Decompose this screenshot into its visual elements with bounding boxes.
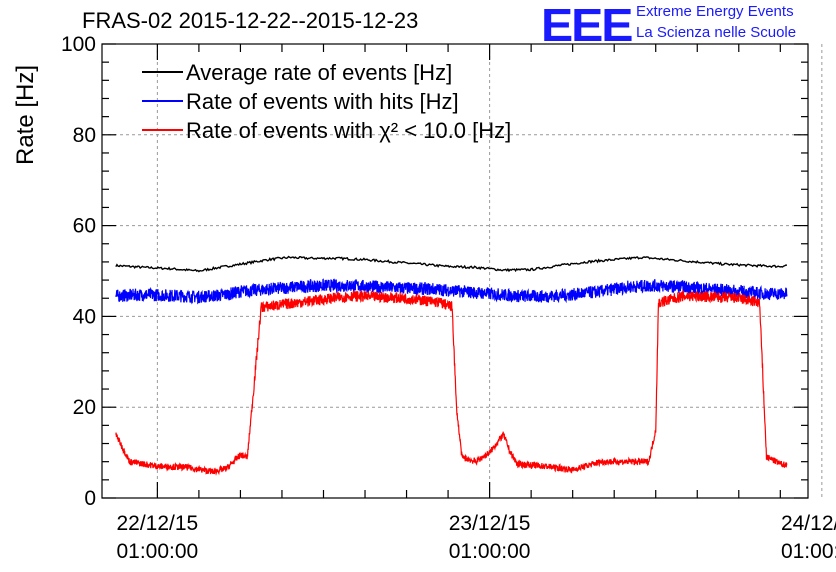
y-tick-label: 80 [73,124,96,147]
legend: Average rate of events [Hz] Rate of event… [142,60,511,143]
x-tick-label-date: 22/12/15 [116,512,198,535]
x-tick-label-date: 24/12/15 [781,512,836,535]
series-line-3 [115,290,788,476]
chart-title: FRAS-02 2015-12-22--2015-12-23 [82,8,419,33]
y-tick-label: 20 [73,396,96,419]
eee-logo-text-line2: La Scienza nelle Scuole [636,24,797,41]
series-line-1 [115,255,788,273]
y-axis-title: Rate [Hz] [12,65,39,165]
eee-logo-mark: EEE [541,0,633,51]
legend-label-2: Rate of events with hits [Hz] [186,89,459,114]
x-tick-label-date: 23/12/15 [449,512,531,535]
series-layer [115,255,788,476]
x-tick-label-time: 01:00:00 [449,540,531,563]
legend-label-1: Average rate of events [Hz] [186,60,452,85]
y-tick-label: 40 [73,305,96,328]
series-line-2 [115,278,788,305]
y-tick-label: 100 [61,33,96,56]
axes: 0 20 40 60 80 100 22/12/15 01:00:00 23/12/15 01:0… [61,33,836,563]
x-tick-label-time: 01:00:00 [116,540,198,563]
x-tick-label-time: 01:00:00 [781,540,836,563]
y-tick-label: 60 [73,215,96,238]
plot-frame [101,43,809,499]
y-tick-label: 0 [84,487,96,510]
legend-label-3: Rate of events with χ² < 10.0 [Hz] [186,118,511,143]
eee-logo-text-line1: Extreme Energy Events [636,3,794,20]
